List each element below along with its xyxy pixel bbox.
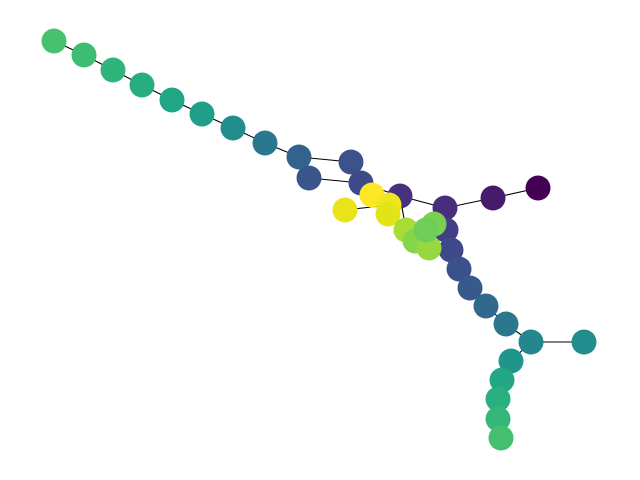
- graph-node-u5[interactable]: [159, 87, 185, 113]
- graph-node-a2[interactable]: [480, 185, 506, 211]
- graph-node-h6[interactable]: [493, 311, 519, 337]
- nodes-layer: [41, 28, 597, 451]
- graph-node-b4[interactable]: [485, 406, 511, 432]
- graph-node-y3[interactable]: [332, 197, 358, 223]
- graph-node-u4[interactable]: [129, 72, 155, 98]
- graph-node-u8[interactable]: [252, 130, 278, 156]
- graph-node-g5[interactable]: [413, 217, 439, 243]
- graph-node-m1[interactable]: [338, 149, 364, 175]
- graph-node-b5[interactable]: [488, 425, 514, 451]
- graph-node-u6[interactable]: [189, 101, 215, 127]
- graph-node-h3[interactable]: [446, 256, 472, 282]
- graph-node-a1[interactable]: [525, 175, 551, 201]
- graph-node-b1[interactable]: [498, 348, 524, 374]
- graph-node-h5[interactable]: [473, 293, 499, 319]
- graph-node-u9[interactable]: [286, 144, 312, 170]
- graph-node-y4[interactable]: [375, 201, 401, 227]
- graph-node-b3[interactable]: [485, 386, 511, 412]
- graph-node-u7[interactable]: [220, 115, 246, 141]
- graph-node-h8[interactable]: [571, 329, 597, 355]
- graph-node-h7[interactable]: [518, 329, 544, 355]
- graph-node-b2[interactable]: [489, 367, 515, 393]
- graph-node-h4[interactable]: [457, 275, 483, 301]
- graph-node-u1[interactable]: [41, 28, 67, 54]
- graph-node-u2[interactable]: [71, 42, 97, 68]
- graph-node-m2[interactable]: [296, 165, 322, 191]
- graph-node-u3[interactable]: [100, 57, 126, 83]
- graph-node-h2[interactable]: [438, 237, 464, 263]
